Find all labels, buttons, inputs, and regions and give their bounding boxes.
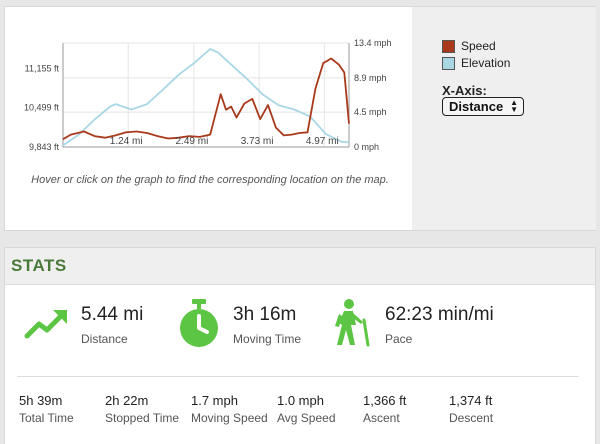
trending-up-icon [24, 310, 67, 339]
stat-value: 1.0 mph [277, 393, 324, 408]
x-tick-label: 1.24 mi [110, 136, 143, 147]
stat-label: Moving Time [233, 332, 302, 346]
stats-divider [17, 376, 579, 377]
stat-label: Ascent [363, 411, 400, 425]
legend-label-elevation: Elevation [461, 56, 511, 70]
stat-ascent: 1,366 ft Ascent [363, 393, 406, 425]
stat-label: Moving Speed [191, 411, 268, 425]
y-right-tick-label: 4.5 mph [354, 107, 387, 117]
y-left-tick-label: 10,499 ft [24, 103, 60, 113]
legend-item-speed: Speed [442, 39, 496, 53]
stat-label: Pace [385, 332, 413, 346]
stat-descent: 1,374 ft Descent [449, 393, 493, 425]
stat-value: 2h 22m [105, 393, 149, 408]
stat-label: Stopped Time [105, 411, 180, 425]
y-left-tick-label: 9,843 ft [29, 142, 60, 152]
series-line-speed [62, 57, 350, 140]
elevation-speed-chart[interactable]: 11,155 ft 10,499 ft 9,843 ft 13.4 mph 8.9 mp… [5, 7, 412, 230]
chart-hint: Hover or click on the graph to find the … [31, 174, 389, 186]
elevation-speed-chart-panel: 11,155 ft 10,499 ft 9,843 ft 13.4 mph 8.9 mp… [4, 6, 596, 231]
x-tick-label: 3.73 mi [241, 136, 274, 147]
stat-label: Descent [449, 411, 494, 425]
speed-swatch [442, 39, 455, 53]
stat-value: 3h 16m [233, 304, 297, 325]
x-tick-label: 2.49 mi [176, 136, 209, 147]
stat-stopped-time: 2h 22m Stopped Time [105, 393, 179, 425]
chart-controls: Speed Elevation X-Axis: Distance ▲ ▼ [412, 7, 596, 230]
stat-value: 1,366 ft [363, 393, 407, 408]
stat-value: 1.7 mph [191, 393, 238, 408]
x-tick-label: 4.97 mi [306, 136, 339, 147]
y-right-tick-label: 13.4 mph [354, 38, 392, 48]
y-right-tick-label: 8.9 mph [354, 73, 387, 83]
legend-label-speed: Speed [461, 39, 496, 53]
y-left-tick-label: 11,155 ft [25, 63, 60, 73]
stats-title: STATS [11, 256, 67, 275]
xaxis-select[interactable]: Distance ▲ ▼ [442, 97, 524, 116]
stat-pace: 62:23 min/mi Pace [327, 298, 494, 348]
legend-item-elevation: Elevation [442, 56, 510, 70]
stats-header: STATS [5, 248, 595, 285]
stats-panel: STATS 5.44 mi Distance 3h 16m Moving Tim… [4, 247, 596, 444]
stat-value: 5h 39m [19, 393, 63, 408]
stat-moving-time: 3h 16m Moving Time [175, 298, 301, 348]
series-line-elevation [62, 48, 350, 147]
stat-label: Total Time [19, 411, 74, 425]
select-arrows-icon: ▲ ▼ [510, 98, 518, 114]
elevation-swatch [442, 56, 455, 70]
hiker-icon [335, 299, 370, 347]
xaxis-label: X-Axis: [442, 83, 487, 98]
xaxis-select-value: Distance [449, 99, 504, 114]
stat-value: 5.44 mi [81, 304, 144, 325]
stat-label: Distance [81, 332, 128, 346]
stat-avg-speed: 1.0 mph Avg Speed [277, 393, 336, 425]
y-right-tick-label: 0 mph [354, 142, 379, 152]
stopwatch-icon [180, 299, 218, 347]
stat-value: 62:23 min/mi [385, 304, 494, 325]
stat-label: Avg Speed [277, 411, 336, 425]
stat-total-time: 5h 39m Total Time [19, 393, 74, 425]
stat-moving-speed: 1.7 mph Moving Speed [191, 393, 268, 425]
stat-distance: 5.44 mi Distance [23, 298, 143, 348]
stat-value: 1,374 ft [449, 393, 493, 408]
